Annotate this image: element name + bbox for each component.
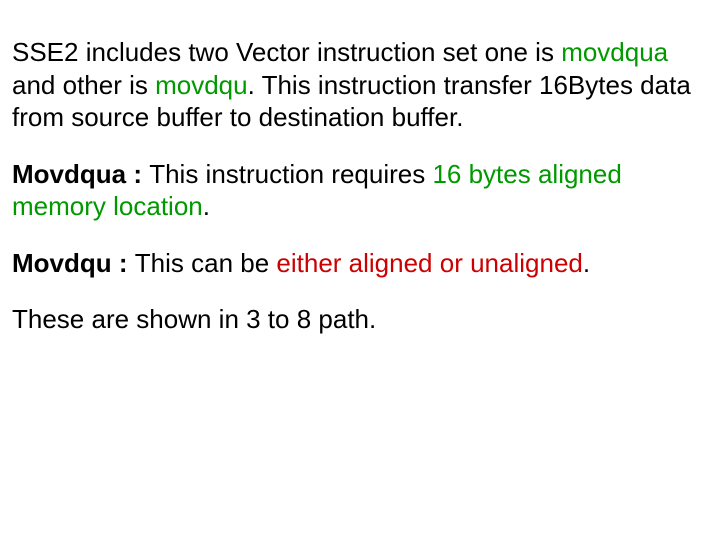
intro-text-2: and other is — [12, 70, 155, 100]
movdqua-text-2: . — [203, 191, 210, 221]
paragraph-movdqu: Movdqu : This can be either aligned or u… — [12, 247, 708, 280]
slide-content: SSE2 includes two Vector instruction set… — [0, 0, 720, 336]
path-text: These are shown in 3 to 8 path. — [12, 304, 376, 334]
intro-text-1: SSE2 includes two Vector instruction set… — [12, 37, 561, 67]
movdqu-red: either aligned or unaligned — [276, 248, 582, 278]
movdqua-heading: Movdqua : — [12, 159, 149, 189]
paragraph-intro: SSE2 includes two Vector instruction set… — [12, 36, 708, 134]
movdqu-text-1: This can be — [135, 248, 277, 278]
intro-green-1: movdqua — [561, 37, 668, 67]
movdqu-text-2: . — [583, 248, 590, 278]
paragraph-movdqua: Movdqua : This instruction requires 16 b… — [12, 158, 708, 223]
intro-green-2: movdqu — [155, 70, 248, 100]
movdqu-heading: Movdqu : — [12, 248, 135, 278]
paragraph-path: These are shown in 3 to 8 path. — [12, 303, 708, 336]
movdqua-text-1: This instruction requires — [149, 159, 432, 189]
